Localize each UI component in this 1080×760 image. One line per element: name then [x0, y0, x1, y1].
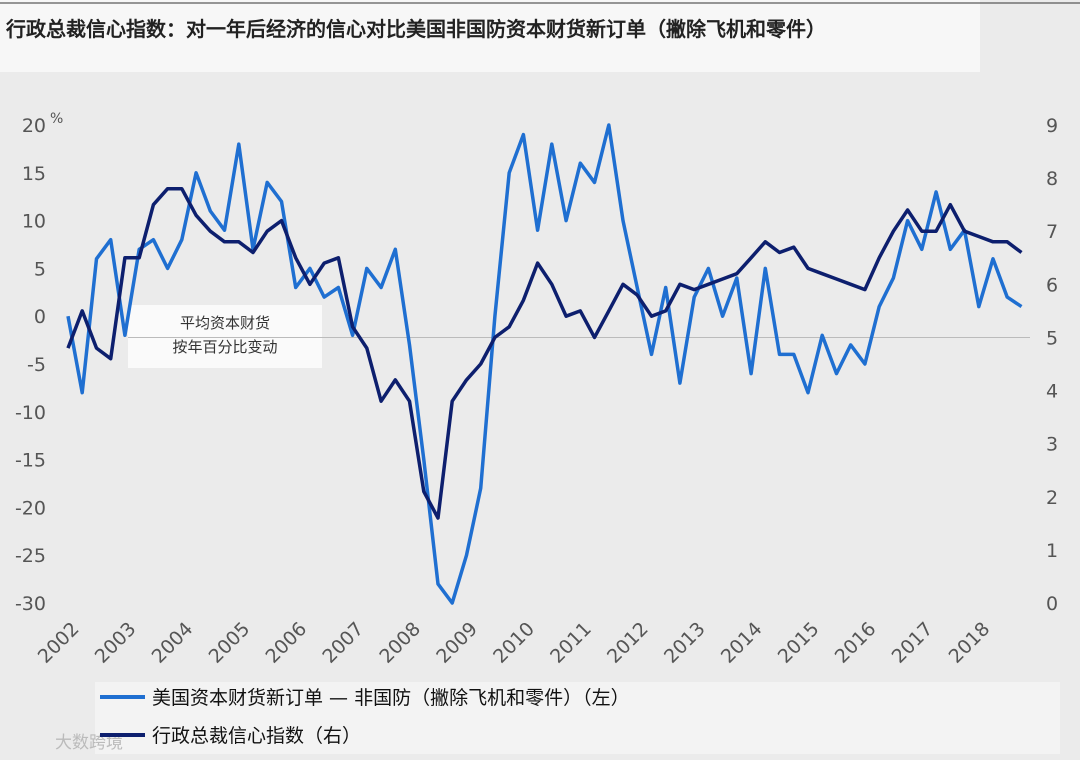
annotation: 平均资本财货 [180, 314, 270, 332]
y-tick-label: 15 [22, 163, 46, 185]
y-tick-label: -5 [27, 354, 46, 376]
y-tick-label: 10 [22, 211, 46, 233]
watermark: 大数跨境 [55, 733, 123, 753]
title-band [0, 0, 980, 72]
x-tick-label: 2007 [318, 618, 368, 668]
y2-tick-label: 9 [1046, 115, 1058, 137]
x-tick-label: 2017 [888, 618, 938, 668]
y-tick-label: -20 [15, 497, 46, 519]
x-tick-label: 2004 [148, 618, 198, 668]
x-tick-label: 2010 [489, 618, 539, 668]
series-line [66, 186, 1023, 520]
x-tick-label: 2009 [432, 618, 482, 668]
y2-tick-label: 4 [1046, 381, 1058, 403]
y2-tick-label: 5 [1046, 327, 1058, 349]
y2-tick-label: 7 [1046, 221, 1058, 243]
y2-tick-label: 2 [1046, 487, 1058, 509]
x-tick-label: 2002 [34, 618, 84, 668]
x-tick-label: 2003 [91, 618, 141, 668]
y-unit: % [50, 111, 63, 127]
x-tick-label: 2011 [546, 618, 596, 668]
y2-tick-label: 0 [1046, 593, 1058, 615]
x-tick-label: 2016 [831, 618, 881, 668]
y-tick-label: -10 [15, 402, 46, 424]
x-tick-label: 2013 [660, 618, 710, 668]
series-line [66, 123, 1023, 605]
x-tick-label: 2014 [717, 618, 767, 668]
y2-tick-label: 6 [1046, 274, 1058, 296]
annotation-box [128, 305, 322, 368]
x-tick-label: 2018 [945, 618, 995, 668]
chart-title: 行政总裁信心指数：对一年后经济的信心对比美国非国防资本财货新订单（撇除飞机和零件… [5, 17, 826, 41]
y-tick-label: 20 [22, 115, 46, 137]
x-tick-label: 2008 [375, 618, 425, 668]
y2-tick-label: 3 [1046, 434, 1058, 456]
x-tick-label: 2012 [603, 618, 653, 668]
y-tick-label: -30 [15, 593, 46, 615]
x-tick-label: 2005 [205, 618, 255, 668]
y-tick-label: 5 [34, 258, 46, 280]
annotation: 按年百分比变动 [172, 338, 277, 356]
y-tick-label: -15 [15, 450, 46, 472]
y-tick-label: -25 [15, 545, 46, 567]
legend-label: 美国资本财货新订单 — 非国防（撇除飞机和零件）（左） [152, 687, 630, 709]
y2-tick-label: 1 [1046, 540, 1058, 562]
legend-box [95, 682, 1060, 754]
x-tick-label: 2015 [774, 618, 824, 668]
y-tick-label: 0 [34, 306, 46, 328]
x-tick-label: 2006 [261, 618, 311, 668]
y2-tick-label: 8 [1046, 168, 1058, 190]
legend-label: 行政总裁信心指数（右） [152, 725, 361, 747]
